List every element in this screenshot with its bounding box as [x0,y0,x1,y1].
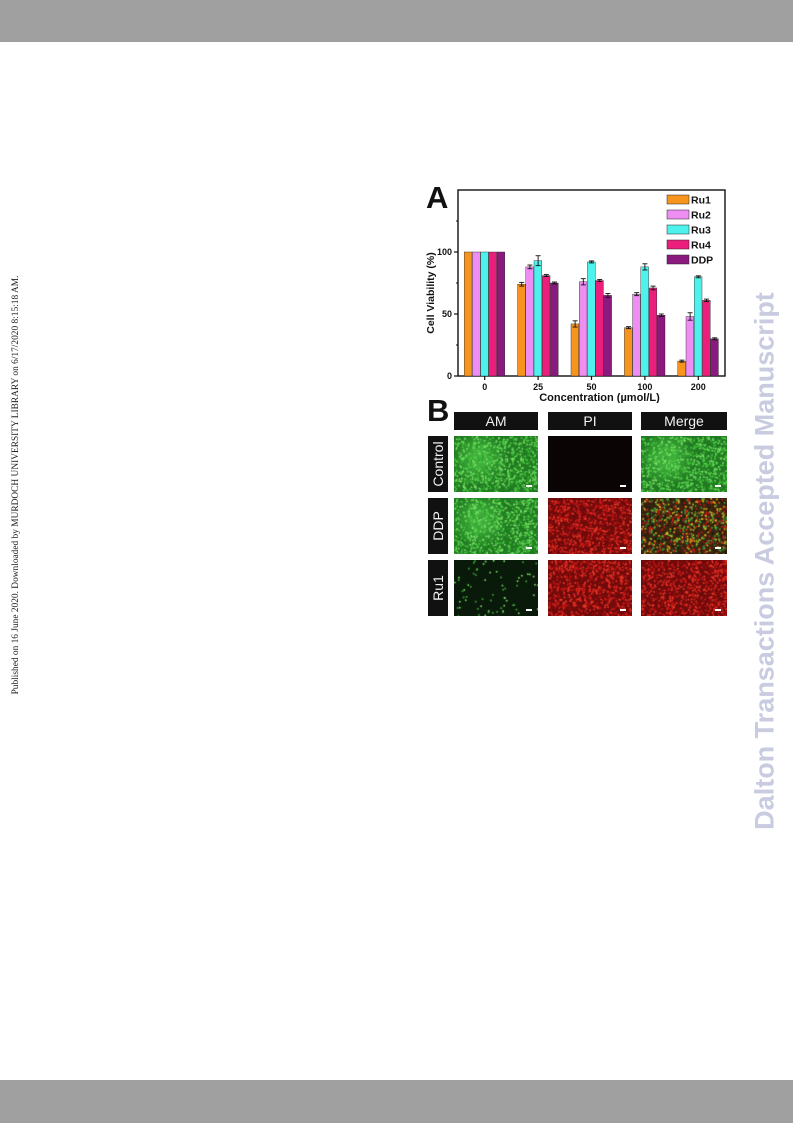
scale-bar [526,609,532,611]
top-gray-band [0,0,793,42]
bar-ru1-25 [517,284,526,377]
bar-ddp-25 [550,282,559,377]
bar-ru4-0 [488,251,497,377]
legend-swatch-ddp [666,254,690,265]
micrograph-ru1-merge [641,560,727,616]
bottom-gray-band [0,1080,793,1123]
bar-ru2-100 [632,293,641,377]
legend-label-ru2: Ru2 [691,210,711,222]
bar-ddp-0 [496,251,505,377]
bar-ru4-100 [648,287,657,377]
bar-ru4-25 [541,275,551,377]
legend-label-ru3: Ru3 [691,225,711,237]
panel-b-letter: B [427,393,450,428]
bar-ru3-50 [587,261,596,377]
micrograph-ddp-pi [548,498,632,554]
bar-ru1-100 [624,327,633,377]
micrograph-ddp-am [454,498,538,554]
column-header-pi: PI [548,412,632,430]
bar-ru4-50 [595,280,604,377]
row-header-control-label: Control [430,441,446,487]
bar-ddp-100 [656,315,666,377]
row-header-ddp: DDP [428,498,448,554]
x-tick-label: 25 [533,382,543,392]
legend-swatch-ru1 [666,194,690,205]
x-tick-label: 200 [691,382,706,392]
legend-swatch-ru3 [666,224,690,235]
legend-swatch-ru2 [666,209,690,220]
scale-bar [620,609,626,611]
download-notice-text: Published on 16 June 2020. Downloaded by… [11,275,21,695]
y-tick-label: 50 [442,309,452,319]
micrograph-ddp-merge [641,498,727,554]
y-tick-label: 100 [437,247,452,257]
bar-ru4-200 [702,300,711,377]
bar-ru2-50 [578,281,588,377]
row-header-ddp-label: DDP [430,511,446,541]
bar-ddp-200 [710,338,719,377]
y-tick-label: 0 [447,371,452,381]
viability-bar-chart: 0 50 100 0 25 50 100 200 Concentration (µmol/L) C… [425,189,726,403]
x-tick-label: 100 [637,382,652,392]
bar-ru3-100 [640,266,649,377]
column-header-merge: Merge [641,412,727,430]
row-header-ru1: Ru1 [428,560,448,616]
micrograph-control-am [454,436,538,492]
bar-ru3-200 [694,276,703,377]
scale-bar [715,485,721,487]
bar-ddp-50 [603,295,612,377]
row-header-ru1-label: Ru1 [430,575,446,601]
y-axis-label: Cell Viability (%) [425,252,437,334]
legend-label-ddp: DDP [691,255,713,267]
column-header-am: AM [454,412,538,430]
micrograph-control-pi [548,436,632,492]
bar-ru2-200 [685,316,694,377]
figure: A 0 50 100 0 25 50 100 200 Concentration (µmol/L… [420,178,740,623]
scale-bar [526,485,532,487]
legend-label-ru4: Ru4 [691,240,711,252]
journal-watermark-text: Dalton Transactions Accepted Manuscript [749,292,780,830]
bar-ru3-25 [533,260,542,377]
bar-ru3-0 [480,251,489,377]
micrograph-ru1-pi [548,560,632,616]
scale-bar [620,547,626,549]
panel-a-letter: A [426,180,449,215]
row-header-control: Control [428,436,448,492]
bar-ru1-0 [464,251,473,377]
scale-bar [620,485,626,487]
x-tick-label: 0 [482,382,487,392]
scale-bar [715,609,721,611]
legend-label-ru1: Ru1 [691,195,711,207]
scale-bar [715,547,721,549]
bar-ru2-0 [472,251,481,377]
micrograph-control-merge [641,436,727,492]
bar-ru1-50 [570,323,579,377]
x-axis-label: Concentration (µmol/L) [539,392,660,403]
micrograph-ru1-am [454,560,538,616]
bar-ru1-200 [677,360,686,377]
x-tick-label: 50 [586,382,596,392]
legend-swatch-ru4 [666,239,690,250]
scale-bar [526,547,532,549]
bar-ru2-25 [525,266,534,377]
